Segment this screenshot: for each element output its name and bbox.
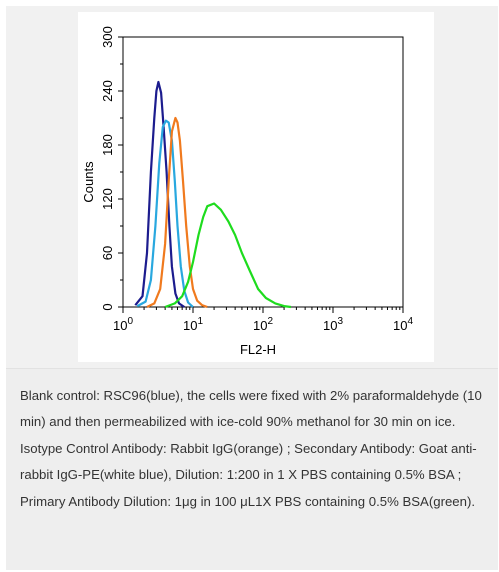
caption-blank-control: Blank control: RSC96(blue), the cells we… [20, 388, 482, 430]
histogram-series-line [146, 116, 208, 309]
y-tick-label: 60 [100, 246, 115, 260]
figure-caption: Blank control: RSC96(blue), the cells we… [6, 368, 498, 570]
y-tick-label: 180 [100, 134, 115, 156]
histogram-series-line [134, 80, 185, 308]
x-tick-label: 101 [183, 316, 203, 333]
y-tick-label: 120 [100, 188, 115, 210]
y-tick-label: 240 [100, 80, 115, 102]
y-axis-title: Counts [81, 161, 96, 203]
caption-antibody-details: Isotype Control Antibody: Rabbit IgG(ora… [20, 440, 477, 509]
x-tick-label: 103 [323, 316, 343, 333]
y-tick-label: 0 [100, 303, 115, 310]
histogram-series-line [164, 202, 292, 309]
x-axis-title: FL2-H [240, 342, 276, 357]
plot-frame [122, 36, 404, 308]
flow-cytometry-histogram: 100 101 102 103 104 0 60 120 180 240 300 FL2-H Cou… [78, 12, 434, 362]
x-tick-label: 100 [113, 316, 133, 333]
x-tick-label: 104 [393, 316, 413, 333]
histogram-series-line [136, 119, 194, 308]
chart-svg: 100 101 102 103 104 0 60 120 180 240 300 FL2-H Cou… [81, 26, 413, 357]
y-tick-label: 300 [100, 26, 115, 48]
chart-series [134, 80, 292, 309]
chart-axes: 100 101 102 103 104 0 60 120 180 240 300 [100, 26, 413, 333]
x-tick-label: 102 [253, 316, 273, 333]
